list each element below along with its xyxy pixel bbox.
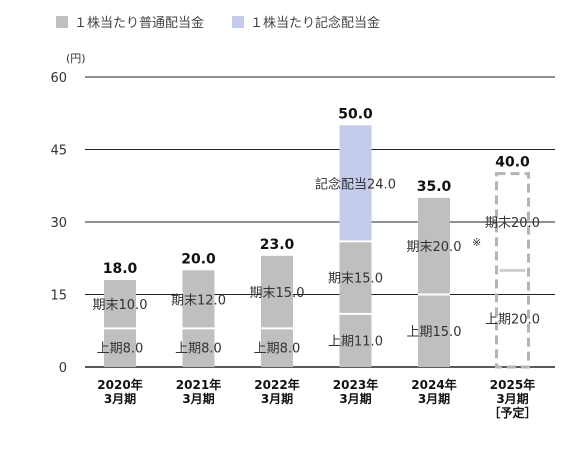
annotation-mark: ※ bbox=[472, 236, 481, 249]
data-label-yearend: 期末20.0 bbox=[485, 216, 540, 231]
x-category-label: 3月期 bbox=[339, 391, 371, 406]
bar-segment-interim bbox=[104, 328, 136, 367]
bar-segment-interim bbox=[418, 294, 450, 367]
x-category-label: 3月期 bbox=[496, 391, 528, 406]
total-label: 35.0 bbox=[417, 179, 452, 195]
legend-swatch-commemorative bbox=[232, 15, 245, 28]
y-axis-unit: (円) bbox=[66, 52, 86, 65]
bar-segment-yearend bbox=[104, 280, 136, 329]
data-label-interim: 上期8.0 bbox=[254, 342, 301, 357]
y-tick-label: 30 bbox=[50, 216, 67, 231]
bar-segment-yearend bbox=[261, 255, 293, 329]
legend-label-commemorative: １株当たり記念配当金 bbox=[250, 16, 381, 31]
total-label: 20.0 bbox=[181, 251, 216, 267]
data-label-yearend: 期末15.0 bbox=[328, 272, 383, 287]
total-label: 18.0 bbox=[103, 261, 138, 277]
data-label-yearend: 期末10.0 bbox=[93, 298, 148, 313]
data-label-commemorative: 記念配当24.0 bbox=[315, 176, 396, 192]
bar-segment-interim bbox=[261, 328, 293, 367]
data-label-yearend: 期末15.0 bbox=[250, 286, 305, 301]
x-category-label: 2023年 bbox=[333, 377, 378, 392]
legend-label-regular: １株当たり普通配当金 bbox=[74, 16, 205, 31]
data-label-interim: 上期11.0 bbox=[328, 334, 383, 349]
data-label-yearend: 期末12.0 bbox=[171, 293, 226, 308]
total-label: 40.0 bbox=[495, 155, 530, 171]
data-label-interim: 上期20.0 bbox=[485, 313, 540, 328]
x-category-label: 2025年 bbox=[490, 377, 535, 392]
data-label-interim: 上期8.0 bbox=[175, 342, 222, 357]
y-tick-label: 60 bbox=[50, 71, 67, 86]
bar-segment-interim bbox=[182, 328, 215, 367]
bar-forecast-outline bbox=[495, 172, 530, 369]
x-category-label: 3月期 bbox=[418, 391, 450, 406]
y-tick-label: 0 bbox=[59, 361, 67, 376]
y-tick-label: 45 bbox=[50, 144, 67, 159]
bar-segment-commemorative bbox=[339, 125, 372, 242]
bar-segment-yearend bbox=[418, 197, 450, 295]
data-label-yearend: 期末20.0 bbox=[407, 240, 462, 255]
legend: １株当たり普通配当金 １株当たり記念配当金 bbox=[56, 12, 380, 31]
legend-item-commemorative: １株当たり記念配当金 bbox=[232, 12, 380, 31]
x-category-label: 3月期 bbox=[182, 391, 214, 406]
legend-swatch-regular bbox=[56, 15, 68, 28]
data-label-interim: 上期8.0 bbox=[97, 342, 144, 357]
bar-segment-interim bbox=[339, 313, 372, 367]
legend-item-regular: １株当たり普通配当金 bbox=[56, 12, 204, 31]
total-label: 50.0 bbox=[338, 106, 373, 122]
x-category-label: 2020年 bbox=[97, 377, 142, 392]
x-category-label: ［予定］ bbox=[488, 405, 536, 420]
x-category-label: 3月期 bbox=[261, 391, 293, 406]
x-category-label: 2022年 bbox=[254, 377, 299, 392]
x-category-label: 3月期 bbox=[104, 391, 136, 406]
total-label: 23.0 bbox=[260, 237, 295, 253]
x-category-label: 2024年 bbox=[411, 377, 456, 392]
y-tick-label: 15 bbox=[50, 289, 67, 304]
bar-segment-yearend bbox=[182, 270, 215, 329]
x-category-label: 2021年 bbox=[176, 377, 221, 392]
bar-segment-yearend bbox=[339, 241, 372, 314]
data-label-interim: 上期15.0 bbox=[407, 325, 462, 340]
